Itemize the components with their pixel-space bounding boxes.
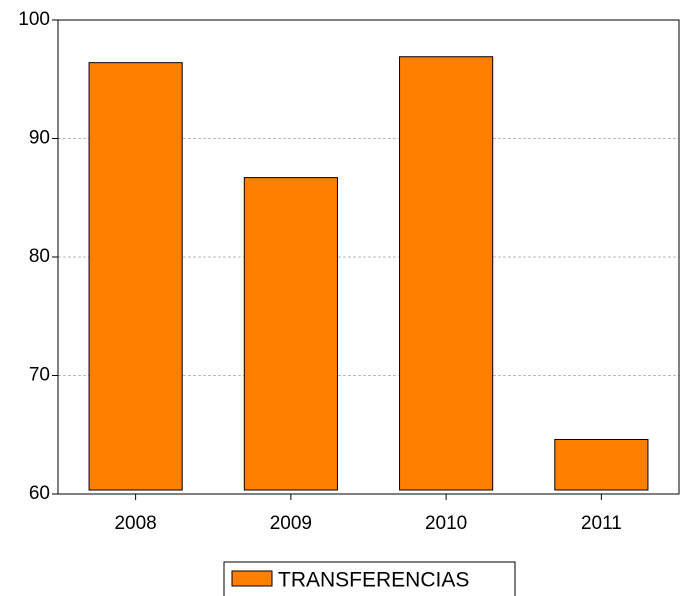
bar — [399, 56, 494, 491]
y-tick-label: 100 — [18, 9, 50, 30]
y-tick-label: 80 — [29, 246, 50, 267]
x-tick-label: 2010 — [425, 513, 467, 534]
plot-frame — [57, 19, 680, 495]
y-tick-label: 90 — [29, 128, 50, 149]
x-tick-label: 2011 — [581, 513, 622, 534]
y-tick-label: 60 — [29, 483, 50, 504]
legend-label: TRANSFERENCIAS — [278, 569, 469, 592]
bar — [243, 177, 338, 491]
y-tick-label: 70 — [29, 365, 50, 386]
bar — [554, 438, 649, 491]
x-tick-label: 2008 — [114, 513, 156, 534]
legend-swatch — [231, 570, 273, 587]
x-tick-label: 2009 — [270, 513, 312, 534]
bar — [88, 62, 183, 491]
